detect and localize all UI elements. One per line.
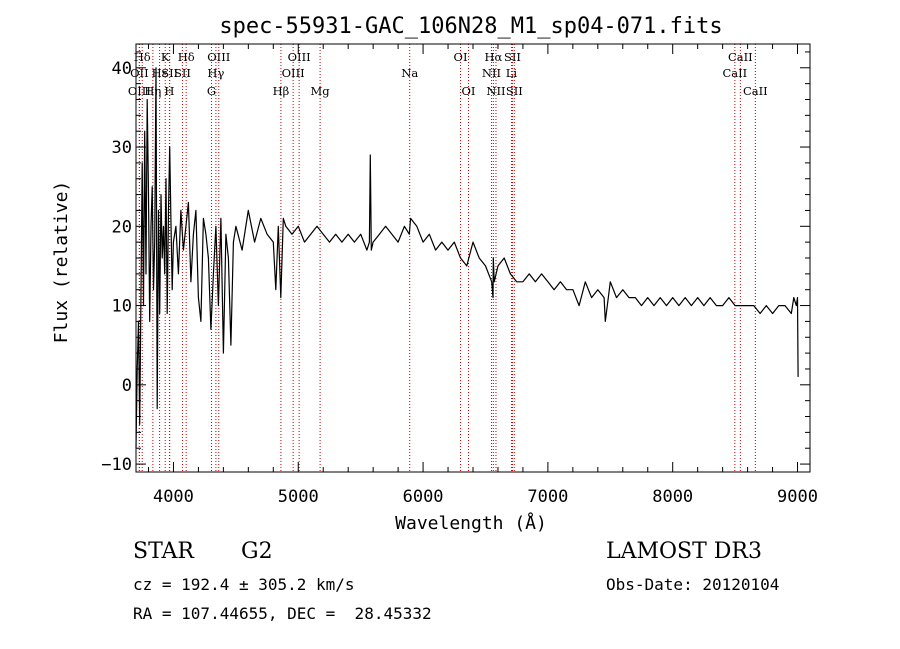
line-label: CaII xyxy=(743,84,768,98)
y-tick-label: 20 xyxy=(112,217,132,237)
line-label: CaII xyxy=(728,50,753,64)
line-label: Hβ xyxy=(273,84,290,98)
x-tick-label: 5000 xyxy=(278,487,319,507)
line-labels: HδOIIOIIIHεHηKSIIHHδSIIOIIIHγGOIIIOIIIHβ… xyxy=(128,50,768,98)
line-label: Hδ xyxy=(178,50,195,64)
x-tick-label: 8000 xyxy=(652,487,693,507)
spectral-line-markers xyxy=(138,44,756,472)
line-label: Hε xyxy=(152,66,168,80)
line-label: K xyxy=(161,50,170,64)
line-label: OIII xyxy=(282,66,305,80)
spectrum-line xyxy=(135,67,799,449)
line-label: Li xyxy=(506,66,518,80)
line-label: SII xyxy=(174,66,191,80)
line-label: H xyxy=(164,84,174,98)
y-axis-label: Flux (relative) xyxy=(51,181,72,344)
x-axis-label: Wavelength (Å) xyxy=(395,512,547,534)
line-label: Mg xyxy=(311,84,331,98)
line-label: OII xyxy=(130,66,149,80)
line-label: CaII xyxy=(722,66,747,80)
axis-ticks: 4000 5000 6000 7000 8000 9000 −10 0 10 20 30 40 xyxy=(101,44,818,507)
obs-date: Obs-Date: 20120104 xyxy=(606,575,780,594)
chart-title: spec-55931-GAC_106N28_M1_sp04-071.fits xyxy=(219,14,722,39)
line-label: OIII xyxy=(288,50,311,64)
ra-dec-value: RA = 107.44655, DEC = 28.45332 xyxy=(133,604,432,623)
line-label: Hη xyxy=(144,84,161,98)
survey-label: LAMOST DR3 xyxy=(606,539,762,564)
line-label: Hα xyxy=(484,50,502,64)
plot-frame xyxy=(135,43,811,473)
x-tick-label: 9000 xyxy=(777,487,818,507)
line-label: OIII xyxy=(128,84,151,98)
y-tick-label: −10 xyxy=(101,455,132,475)
line-label: OIII xyxy=(207,50,230,64)
line-label: Na xyxy=(401,66,418,80)
y-tick-label: 30 xyxy=(112,138,132,158)
cz-value: cz = 192.4 ± 305.2 km/s xyxy=(133,575,355,594)
x-tick-label: 7000 xyxy=(527,487,568,507)
spectrum-series xyxy=(135,67,799,449)
line-label: OI xyxy=(454,50,468,64)
x-tick-label: 6000 xyxy=(403,487,444,507)
x-tick-label: 4000 xyxy=(153,487,194,507)
y-tick-label: 40 xyxy=(112,59,132,79)
line-label: Hδ xyxy=(134,50,151,64)
line-label: OI xyxy=(462,84,476,98)
line-label: Hγ xyxy=(207,66,224,80)
line-label: NII xyxy=(482,66,501,80)
line-label: G xyxy=(207,84,216,98)
subclass-label: G2 xyxy=(241,539,273,564)
class-label: STAR xyxy=(133,539,194,564)
y-tick-label: 0 xyxy=(122,376,132,396)
line-label: SII xyxy=(506,84,523,98)
line-label: NII xyxy=(486,84,505,98)
line-label: SII xyxy=(504,50,521,64)
y-tick-label: 10 xyxy=(112,297,132,317)
line-label: SII xyxy=(161,66,178,80)
